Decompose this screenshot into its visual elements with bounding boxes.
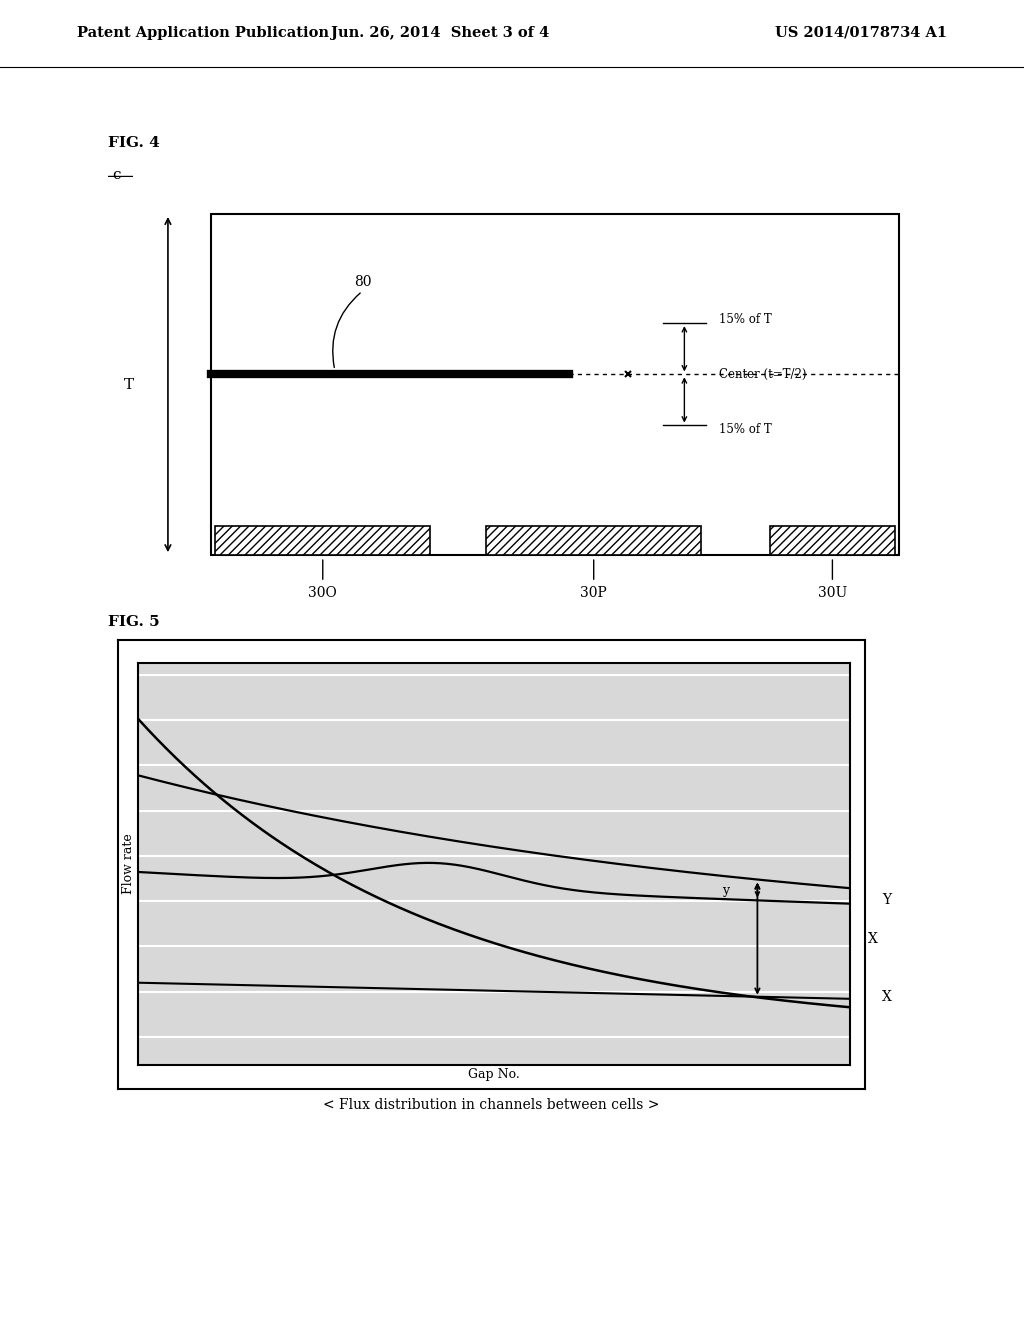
- Text: FIG. 4: FIG. 4: [108, 136, 160, 150]
- Text: X: X: [882, 990, 892, 1003]
- Bar: [211, 214, 899, 554]
- Text: < Flux distribution in channels between cells >: < Flux distribution in channels between …: [324, 1098, 659, 1113]
- Text: T: T: [124, 378, 134, 392]
- Text: FIG. 5: FIG. 5: [108, 615, 159, 630]
- Bar: [770, 525, 895, 554]
- Text: Center (t=T/2): Center (t=T/2): [719, 368, 806, 381]
- Y-axis label: Flow rate: Flow rate: [123, 833, 135, 895]
- Bar: [486, 525, 701, 554]
- Text: 15% of T: 15% of T: [719, 424, 771, 436]
- Text: 30O: 30O: [308, 586, 337, 601]
- X-axis label: Gap No.: Gap No.: [468, 1068, 520, 1081]
- Text: X: X: [867, 932, 878, 945]
- Text: 30P: 30P: [581, 586, 607, 601]
- Text: Patent Application Publication: Patent Application Publication: [77, 25, 329, 40]
- Text: Y: Y: [882, 894, 891, 907]
- Text: US 2014/0178734 A1: US 2014/0178734 A1: [775, 25, 947, 40]
- Bar: [215, 525, 430, 554]
- Text: y: y: [722, 883, 729, 896]
- Text: c: c: [113, 168, 121, 182]
- Text: 15% of T: 15% of T: [719, 313, 771, 326]
- Text: 80: 80: [353, 275, 372, 289]
- Text: 30U: 30U: [818, 586, 847, 601]
- Text: Jun. 26, 2014  Sheet 3 of 4: Jun. 26, 2014 Sheet 3 of 4: [331, 25, 550, 40]
